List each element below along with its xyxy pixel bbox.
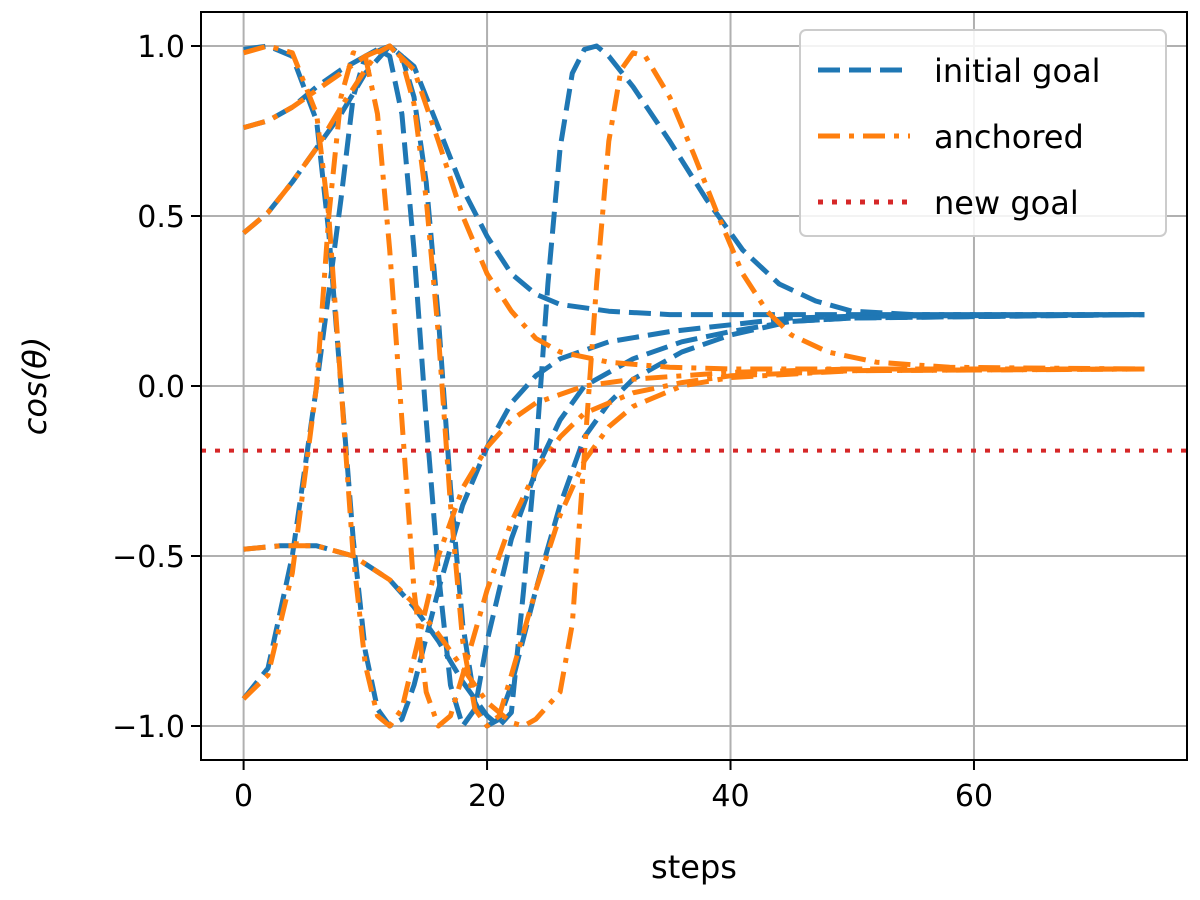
y-tick-label: −1.0 — [112, 710, 185, 745]
y-axis-label: cos(θ) — [16, 337, 54, 435]
legend: initial goal anchored new goal — [799, 29, 1167, 237]
legend-label: initial goal — [934, 52, 1101, 90]
x-tick-label: 20 — [468, 779, 506, 814]
legend-box — [799, 29, 1167, 237]
series-line-initial-goal-2 — [241, 46, 1145, 729]
y-tick-label: 0.5 — [137, 200, 185, 235]
series-layer — [201, 43, 1187, 729]
series-line-initial-goal-0 — [242, 43, 1145, 318]
y-tick-label: 0.0 — [137, 370, 185, 405]
x-tick-label: 60 — [955, 779, 993, 814]
y-tick-label: 1.0 — [137, 30, 185, 65]
legend-label: new goal — [934, 184, 1079, 222]
x-axis-label: steps — [651, 848, 737, 886]
series-line-initial-goal-1 — [243, 43, 1145, 729]
series-line-anchored-5 — [242, 43, 1145, 372]
series-line-anchored-6 — [242, 43, 1145, 729]
series-line-anchored-9 — [241, 43, 1145, 729]
legend-label: anchored — [934, 118, 1084, 156]
x-tick-label: 40 — [711, 779, 749, 814]
x-axis: 0 20 40 60 — [234, 760, 993, 814]
series-line-anchored-8 — [243, 50, 1145, 729]
x-tick-label: 0 — [234, 779, 253, 814]
series-line-initial-goal-3 — [243, 43, 1145, 729]
y-tick-label: −0.5 — [112, 540, 185, 575]
y-axis: 1.0 0.5 0.0 −0.5 −1.0 — [112, 30, 201, 745]
